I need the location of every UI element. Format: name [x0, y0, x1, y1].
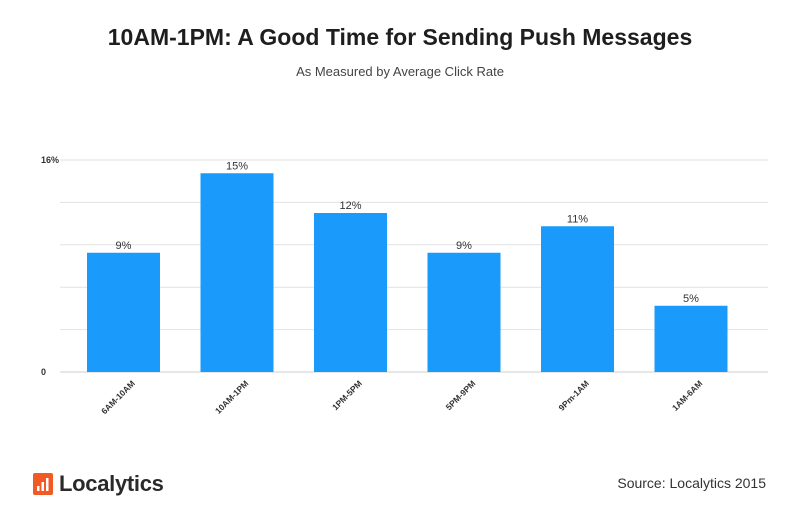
- x-tick-label: 5PM-9PM: [444, 378, 478, 412]
- bars: [87, 173, 728, 372]
- value-label: 9%: [116, 240, 132, 252]
- value-label: 5%: [683, 293, 699, 305]
- bar: [427, 252, 501, 372]
- x-tick-labels: 6AM-10AM 10AM-1PM 1PM-5PM 5PM-9PM 9Pm-1AM 1AM…: [99, 378, 704, 416]
- logo-bar-2: [41, 482, 44, 491]
- value-label: 15%: [226, 160, 248, 172]
- x-tick-label: 1AM-6AM: [670, 378, 704, 412]
- value-labels: 9% 15% 12% 9% 11% 5%: [116, 160, 700, 305]
- bar: [314, 213, 387, 372]
- y-tick-label: 16%: [41, 155, 59, 165]
- x-tick-label: 6AM-10AM: [99, 378, 137, 416]
- grid-lines: [60, 159, 768, 373]
- logo-text: Localytics: [59, 471, 164, 496]
- x-tick-label: 10AM-1PM: [213, 378, 250, 415]
- bar: [87, 252, 160, 372]
- x-tick-label: 9Pm-1AM: [556, 378, 590, 412]
- bar-chart: 9% 15% 12% 9% 11% 5% 6AM-10AM 10AM-1PM 1PM-5PM 5…: [41, 155, 768, 416]
- chart-subtitle: As Measured by Average Click Rate: [296, 64, 504, 79]
- localytics-logo-icon: [33, 473, 53, 495]
- logo-bar-1: [37, 486, 40, 491]
- localytics-logo: Localytics: [33, 470, 164, 498]
- y-tick-labels: 0 16%: [41, 155, 59, 377]
- y-tick-label: 0: [41, 367, 46, 377]
- value-label: 9%: [456, 240, 472, 252]
- bar: [654, 305, 728, 372]
- bar: [200, 173, 274, 372]
- logo-bar-3: [46, 478, 49, 491]
- value-label: 11%: [567, 213, 588, 225]
- value-label: 12%: [339, 200, 361, 212]
- source-note: Source: Localytics 2015: [617, 475, 766, 491]
- bar: [541, 226, 614, 372]
- x-tick-label: 1PM-5PM: [330, 378, 364, 412]
- chart-title: 10AM-1PM: A Good Time for Sending Push M…: [107, 24, 693, 50]
